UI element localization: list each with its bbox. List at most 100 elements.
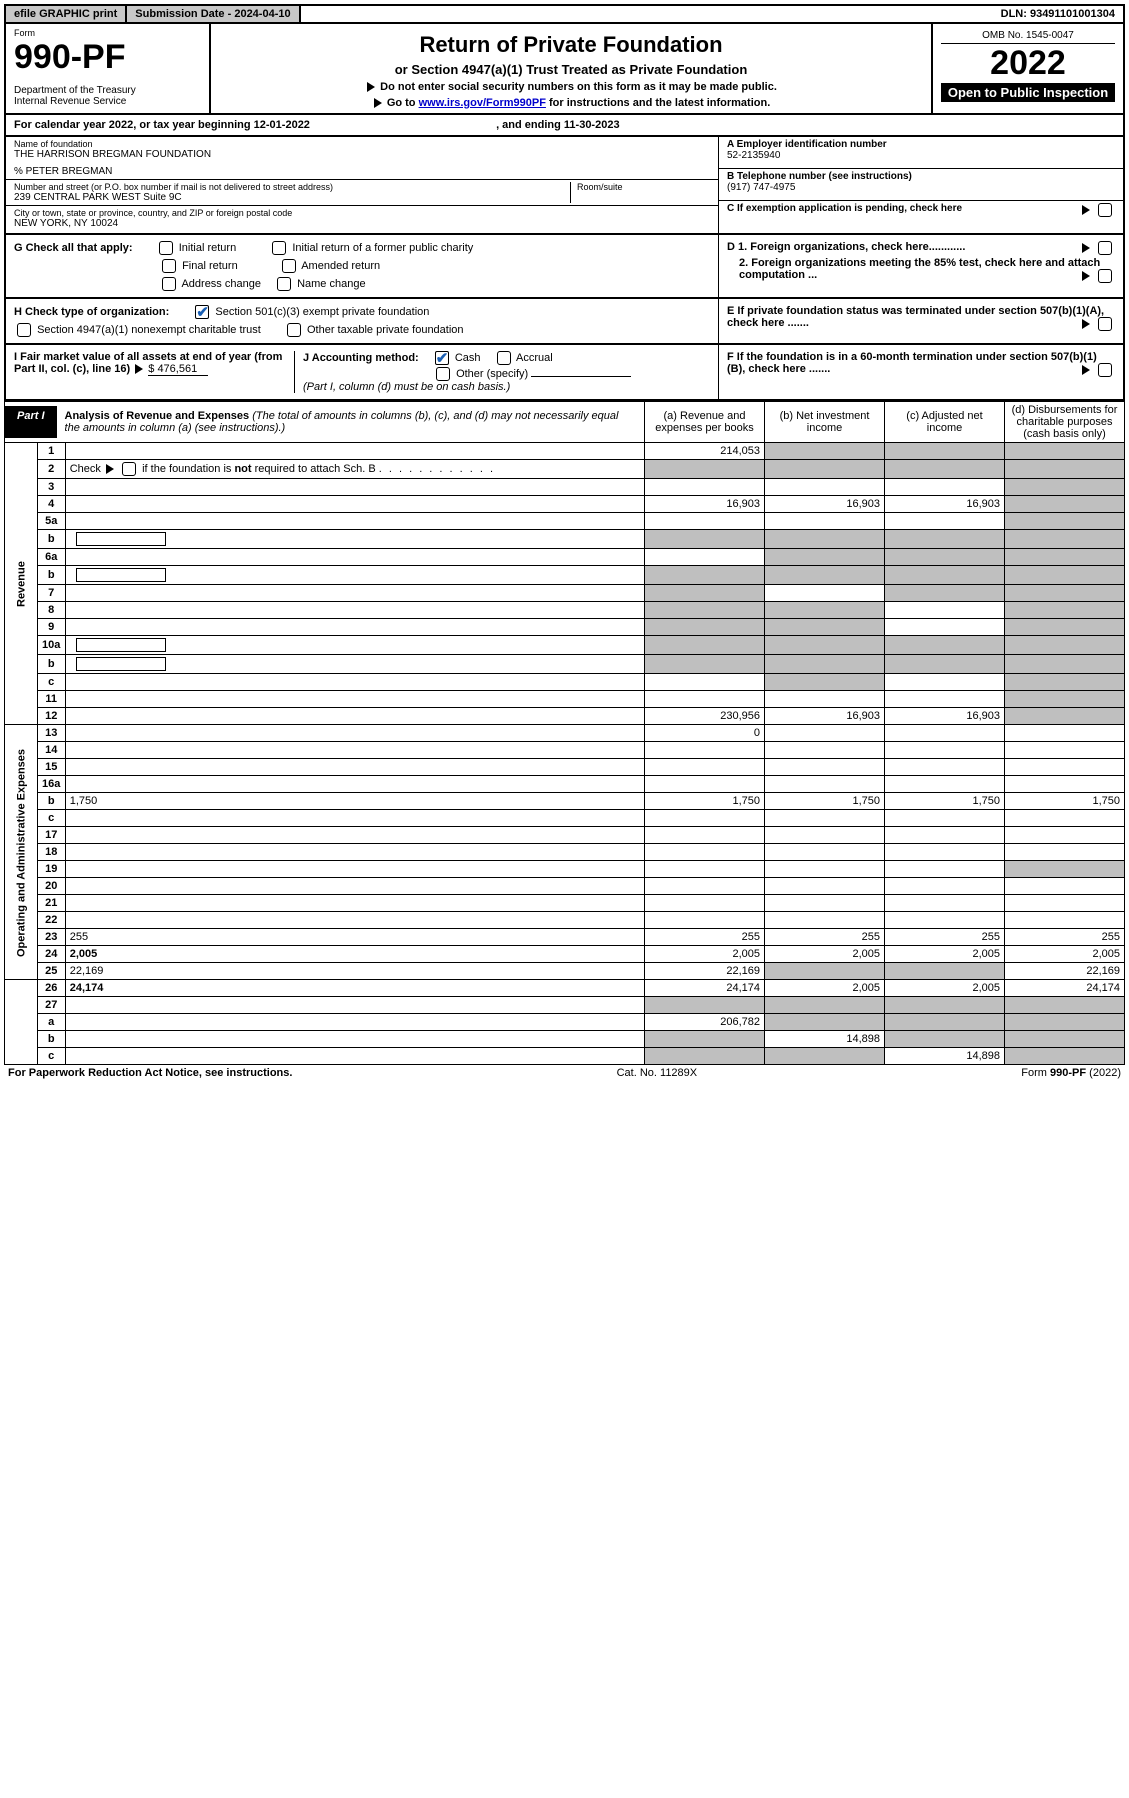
- h-501c3-checkbox[interactable]: [195, 305, 209, 319]
- table-cell: [645, 655, 765, 674]
- i-section: I Fair market value of all assets at end…: [14, 351, 294, 393]
- line-desc: [65, 1048, 644, 1065]
- open-to-public: Open to Public Inspection: [941, 83, 1115, 102]
- part1-title-cell: Analysis of Revenue and Expenses (The to…: [57, 406, 644, 438]
- omb-number: OMB No. 1545-0047: [941, 28, 1115, 44]
- line-number: 2: [37, 460, 65, 479]
- table-cell: [645, 742, 765, 759]
- table-cell: [885, 861, 1005, 878]
- arrow-icon: [367, 82, 375, 92]
- table-cell: [765, 912, 885, 929]
- form-header: Form 990-PF Department of the Treasury I…: [4, 24, 1125, 115]
- g-address-change-checkbox[interactable]: [162, 277, 176, 291]
- table-cell: [765, 844, 885, 861]
- col-d-header: (d) Disbursements for charitable purpose…: [1005, 402, 1125, 443]
- table-cell: [645, 619, 765, 636]
- table-cell: [1005, 496, 1125, 513]
- h-other-taxable-checkbox[interactable]: [287, 323, 301, 337]
- form-number: 990-PF: [14, 38, 201, 77]
- table-cell: [1005, 460, 1125, 479]
- irs-link[interactable]: www.irs.gov/Form990PF: [419, 97, 546, 109]
- table-cell: [1005, 513, 1125, 530]
- table-cell: [645, 997, 765, 1014]
- ein-label: A Employer identification number: [727, 139, 1115, 150]
- name-grid: Name of foundation THE HARRISON BREGMAN …: [4, 137, 1125, 235]
- table-row: c: [5, 810, 1125, 827]
- care-of: % PETER BREGMAN: [14, 166, 710, 177]
- table-cell: [765, 636, 885, 655]
- table-cell: [765, 810, 885, 827]
- table-cell: [1005, 549, 1125, 566]
- sch-b-checkbox[interactable]: [122, 462, 136, 476]
- table-row: 12 230,956 16,903 16,903: [5, 708, 1125, 725]
- line-number: 8: [37, 602, 65, 619]
- d1-checkbox[interactable]: [1098, 241, 1112, 255]
- j-other-checkbox[interactable]: [436, 367, 450, 381]
- table-cell: [645, 530, 765, 549]
- g-name-change-checkbox[interactable]: [277, 277, 291, 291]
- table-row: 27: [5, 997, 1125, 1014]
- table-cell: [885, 691, 1005, 708]
- table-cell: [765, 997, 885, 1014]
- table-cell: [645, 861, 765, 878]
- table-row: 16a: [5, 776, 1125, 793]
- j-cash-checkbox[interactable]: [435, 351, 449, 365]
- j-note: (Part I, column (d) must be on cash basi…: [303, 381, 510, 393]
- table-cell: 24,174: [1005, 980, 1125, 997]
- line-number: 27: [37, 997, 65, 1014]
- arrow-icon: [374, 98, 382, 108]
- arrow-icon: [1082, 365, 1090, 375]
- ein-block: A Employer identification number 52-2135…: [719, 137, 1123, 169]
- arrow-icon: [1082, 271, 1090, 281]
- line-number: 22: [37, 912, 65, 929]
- g-section: G Check all that apply: Initial return I…: [6, 235, 718, 297]
- dept-treasury: Department of the Treasury Internal Reve…: [14, 85, 201, 107]
- g-initial-return-checkbox[interactable]: [159, 241, 173, 255]
- line-number: 17: [37, 827, 65, 844]
- table-cell: [1005, 895, 1125, 912]
- name-label: Name of foundation: [14, 139, 710, 149]
- form-word: Form: [14, 28, 201, 38]
- footer-row: For Paperwork Reduction Act Notice, see …: [4, 1065, 1125, 1081]
- g-initial-public-checkbox[interactable]: [272, 241, 286, 255]
- e-checkbox[interactable]: [1098, 317, 1112, 331]
- return-title: Return of Private Foundation: [219, 32, 923, 58]
- line-number: b: [37, 1031, 65, 1048]
- j-accrual-checkbox[interactable]: [497, 351, 511, 365]
- calendar-mid: , and ending: [496, 119, 564, 131]
- line-desc: [65, 1031, 644, 1048]
- line-number: 9: [37, 619, 65, 636]
- table-cell: [1005, 997, 1125, 1014]
- line-number: b: [37, 530, 65, 549]
- table-cell: [1005, 1031, 1125, 1048]
- table-cell: [885, 585, 1005, 602]
- f-checkbox[interactable]: [1098, 363, 1112, 377]
- table-cell: [645, 549, 765, 566]
- g-final-return-checkbox[interactable]: [162, 259, 176, 273]
- calendar-row: For calendar year 2022, or tax year begi…: [4, 115, 1125, 137]
- h-4947-checkbox[interactable]: [17, 323, 31, 337]
- arrow-icon: [1082, 205, 1090, 215]
- col-a-header: (a) Revenue and expenses per books: [645, 402, 765, 443]
- phone-value: (917) 747-4975: [727, 182, 1115, 193]
- table-cell: [765, 530, 885, 549]
- table-cell: [885, 759, 1005, 776]
- table-cell: [645, 691, 765, 708]
- table-cell: [1005, 878, 1125, 895]
- city-row: City or town, state or province, country…: [6, 206, 718, 231]
- g-amended-checkbox[interactable]: [282, 259, 296, 273]
- table-row: b 14,898: [5, 1031, 1125, 1048]
- c-checkbox[interactable]: [1098, 203, 1112, 217]
- table-cell: [885, 443, 1005, 460]
- table-cell: [885, 549, 1005, 566]
- ty-end: 11-30-2023: [564, 119, 620, 131]
- col-c-header: (c) Adjusted net income: [885, 402, 1005, 443]
- line-number: 7: [37, 585, 65, 602]
- efile-print-label[interactable]: efile GRAPHIC print: [6, 6, 127, 22]
- table-cell: [645, 912, 765, 929]
- table-cell: [885, 742, 1005, 759]
- table-cell: [765, 827, 885, 844]
- j-other-blank[interactable]: [531, 376, 631, 377]
- table-cell: [1005, 742, 1125, 759]
- d2-checkbox[interactable]: [1098, 269, 1112, 283]
